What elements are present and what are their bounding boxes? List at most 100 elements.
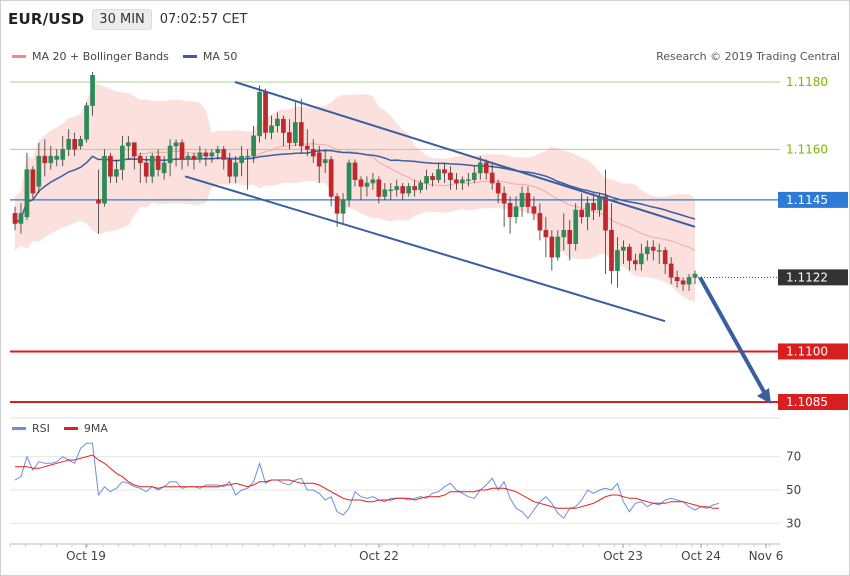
candle	[191, 152, 197, 170]
candle-body	[621, 246, 626, 251]
candle	[615, 236, 620, 288]
candle	[60, 135, 66, 167]
legend-item-ma50: MA 50	[182, 50, 238, 63]
candle	[537, 203, 543, 241]
candle-body	[525, 192, 531, 207]
candle	[388, 183, 394, 200]
candle	[418, 179, 423, 194]
candle-body	[519, 192, 525, 207]
timeframe-badge[interactable]: 30 MIN	[92, 8, 152, 30]
trend-channel	[184, 81, 771, 404]
candle-body	[191, 155, 197, 160]
price-legend: MA 20 + Bollinger Bands MA 50	[12, 50, 251, 63]
candle	[185, 152, 191, 167]
candle	[531, 196, 537, 221]
candle-body	[382, 189, 388, 197]
candle	[120, 135, 125, 180]
candle	[627, 243, 632, 271]
candle-body	[209, 152, 215, 157]
candle	[281, 115, 286, 146]
candle	[269, 115, 274, 140]
candle	[215, 146, 221, 160]
candle	[257, 85, 262, 143]
candle	[519, 186, 525, 217]
rsi-tick-label: 50	[786, 483, 801, 497]
candle	[352, 159, 358, 187]
candle-body	[137, 155, 143, 164]
legend-label-ma50: MA 50	[202, 50, 238, 63]
candle	[221, 146, 227, 170]
candle-body	[442, 169, 447, 174]
candle	[84, 102, 89, 143]
candle-body	[561, 229, 567, 238]
candle	[346, 159, 352, 207]
candle-body	[36, 155, 42, 187]
candle-body	[102, 155, 107, 204]
candle-body	[537, 213, 543, 231]
candle	[692, 270, 698, 285]
candle-body	[114, 169, 119, 177]
candle-body	[579, 209, 585, 217]
candle-body	[120, 145, 125, 170]
candle-body	[638, 253, 644, 265]
candle-body	[215, 149, 221, 153]
candle	[513, 196, 519, 224]
candle-body	[108, 155, 113, 177]
candle	[275, 112, 280, 133]
candle-body	[18, 213, 24, 224]
candle-body	[680, 280, 686, 285]
candle-body	[221, 149, 227, 160]
candle-body	[513, 206, 519, 217]
candle	[114, 159, 119, 184]
candle-body	[418, 182, 423, 191]
candle-body	[90, 75, 95, 106]
legend-item-bollinger: MA 20 + Bollinger Bands	[12, 50, 169, 63]
candle-body	[281, 118, 286, 133]
candle-body	[179, 142, 185, 160]
candle-body	[310, 149, 316, 157]
candle-body	[185, 155, 191, 160]
candle	[436, 162, 441, 184]
candle-body	[531, 206, 537, 214]
x-tick-label: Oct 22	[359, 549, 399, 563]
candle-body	[656, 250, 662, 252]
candle	[78, 135, 83, 150]
candle	[66, 129, 72, 157]
candle	[501, 186, 507, 227]
candle	[298, 98, 304, 153]
candle-body	[460, 179, 465, 184]
candle-body	[287, 132, 292, 143]
candle-body	[692, 273, 698, 278]
candle	[316, 146, 322, 184]
candle	[245, 149, 250, 190]
candle	[12, 206, 18, 231]
candle	[42, 139, 48, 177]
candle	[668, 257, 674, 285]
candle	[424, 169, 429, 190]
candle	[638, 243, 644, 271]
candle	[465, 172, 471, 187]
candle-body	[251, 135, 256, 157]
candle-body	[543, 229, 549, 238]
candle-body	[96, 199, 101, 204]
candle	[406, 183, 412, 197]
candle	[674, 270, 680, 288]
candle-body	[66, 139, 72, 150]
channel-upper-line	[234, 81, 696, 228]
candle-body	[60, 149, 66, 160]
candle-body	[125, 142, 131, 147]
candle-body	[633, 260, 638, 265]
candle-body	[245, 155, 250, 158]
candle	[167, 139, 173, 177]
candle	[609, 203, 614, 285]
timestamp: 07:02:57 CET	[159, 11, 248, 27]
candle-body	[328, 159, 334, 197]
candle-body	[495, 182, 501, 194]
x-tick-label: Oct 24	[681, 549, 721, 563]
candle	[460, 176, 465, 190]
candle-body	[275, 118, 280, 127]
legend-label-ma9: 9MA	[83, 422, 108, 435]
bollinger-swatch	[12, 55, 26, 58]
candle-body	[233, 162, 239, 177]
support-label-1.1085: 1.1085	[786, 395, 828, 409]
